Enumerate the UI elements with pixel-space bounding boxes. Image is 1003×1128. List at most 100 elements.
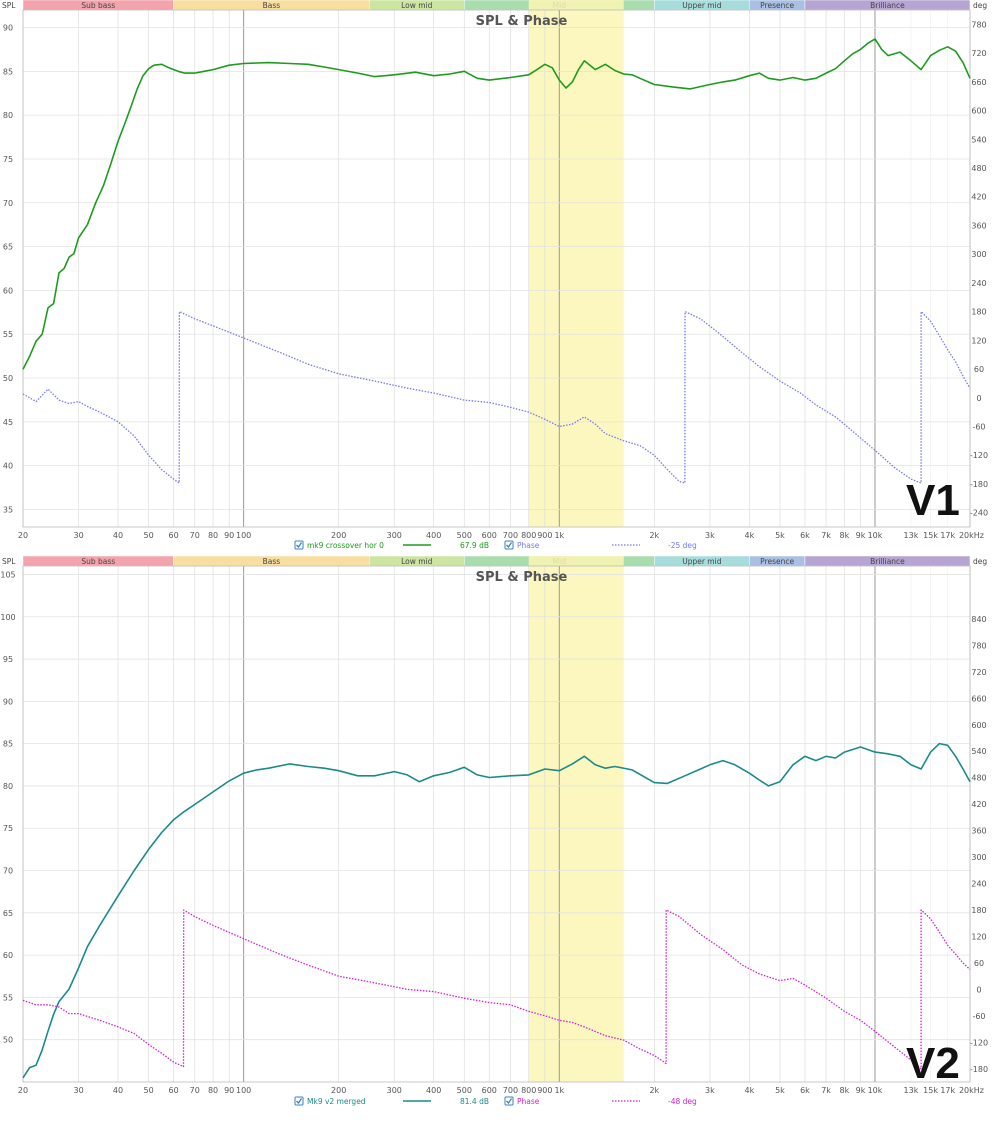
x-tick-label: 100: [236, 531, 251, 540]
y2-tick-label: 240: [971, 279, 986, 288]
y2-axis-label: deg: [973, 557, 987, 566]
y-tick-label: 70: [3, 199, 13, 208]
x-tick-label: 17k: [940, 531, 955, 540]
highlight-range: [528, 556, 624, 1082]
band-label: Presence: [760, 557, 794, 566]
legend-value: -25 deg: [668, 541, 697, 550]
x-tick-label: 300: [387, 1086, 402, 1095]
y2-tick-label: 720: [971, 668, 986, 677]
y2-tick-label: -180: [970, 1065, 988, 1074]
x-tick-label: 5k: [775, 531, 785, 540]
x-tick-label: 600: [482, 531, 497, 540]
y2-tick-label: 180: [971, 308, 986, 317]
checkbox-box: [294, 540, 304, 550]
x-tick-label: 1k: [554, 1086, 564, 1095]
y2-tick-label: 600: [971, 721, 986, 730]
y2-tick-label: 780: [971, 641, 986, 650]
x-tick-label: 800: [521, 1086, 536, 1095]
x-tick-label: 500: [457, 1086, 472, 1095]
legend-name: Phase: [517, 1097, 540, 1106]
y2-axis-label: deg: [973, 1, 987, 10]
band-label: Presence: [760, 1, 794, 10]
y2-tick-label: 240: [971, 880, 986, 889]
x-tick-label: 20: [18, 531, 28, 540]
x-tick-label: 20kHz: [959, 1086, 984, 1095]
x-tick-label: 300: [387, 531, 402, 540]
x-tick-label: 9k: [856, 1086, 866, 1095]
x-tick-label: 4k: [744, 531, 754, 540]
y-tick-label: 95: [3, 655, 13, 664]
y2-tick-label: 480: [971, 164, 986, 173]
legend-checkbox[interactable]: [504, 540, 514, 550]
band-label: Sub bass: [81, 557, 115, 566]
version-label: V2: [906, 1039, 960, 1088]
y2-tick-label: -180: [970, 480, 988, 489]
y2-tick-label: 720: [971, 49, 986, 58]
y2-tick-label: 300: [971, 250, 986, 259]
y-tick-label: 45: [3, 418, 13, 427]
x-tick-label: 80: [208, 1086, 218, 1095]
y2-tick-label: 480: [971, 774, 986, 783]
legend-checkbox[interactable]: [504, 1096, 514, 1106]
checkmark-icon: [506, 1098, 513, 1105]
x-tick-label: 70: [190, 1086, 200, 1095]
y-tick-label: 60: [3, 286, 13, 295]
band-label: Bass: [263, 557, 281, 566]
x-tick-label: 900: [537, 1086, 552, 1095]
y-axis-label: SPL: [2, 557, 16, 566]
y2-tick-label: 60: [974, 959, 984, 968]
y-tick-label: 35: [3, 505, 13, 514]
checkbox-box: [294, 1096, 304, 1106]
band-label: Low mid: [401, 1, 433, 10]
y-tick-label: 90: [3, 24, 13, 33]
y2-tick-label: 180: [971, 906, 986, 915]
y2-tick-label: 660: [971, 694, 986, 703]
checkbox-box: [504, 1096, 514, 1106]
x-tick-label: 90: [224, 1086, 234, 1095]
x-tick-label: 500: [457, 531, 472, 540]
chart-title: SPL & Phase: [476, 14, 568, 29]
y-tick-label: 40: [3, 462, 13, 471]
x-tick-label: 3k: [705, 1086, 715, 1095]
x-tick-label: 70: [190, 531, 200, 540]
x-tick-label: 40: [113, 1086, 123, 1095]
x-tick-label: 3k: [705, 531, 715, 540]
band-label: Brilliance: [870, 557, 905, 566]
x-tick-label: 20: [18, 1086, 28, 1095]
y-tick-label: 100: [0, 613, 15, 622]
y-tick-label: 80: [3, 111, 13, 120]
x-tick-label: 700: [503, 1086, 518, 1095]
y-tick-label: 75: [3, 155, 13, 164]
y-tick-label: 75: [3, 824, 13, 833]
y2-tick-label: 120: [971, 932, 986, 941]
y-tick-label: 90: [3, 697, 13, 706]
y2-tick-label: 600: [971, 107, 986, 116]
x-tick-label: 400: [426, 1086, 441, 1095]
legend-name: Phase: [517, 541, 540, 550]
legend-checkbox[interactable]: [294, 540, 304, 550]
y-tick-label: 55: [3, 993, 13, 1002]
band-label: Upper mid: [682, 557, 721, 566]
legend-name: mk9 crossover hor 0: [307, 541, 384, 550]
spl-series-line: [22, 38, 971, 370]
band-label: Brilliance: [870, 1, 905, 10]
y-tick-label: 55: [3, 330, 13, 339]
legend-name: Mk9 v2 merged: [307, 1097, 366, 1106]
band-label: Upper mid: [682, 1, 721, 10]
x-tick-label: 5k: [775, 1086, 785, 1095]
y2-tick-label: 420: [971, 800, 986, 809]
y2-tick-label: 60: [974, 365, 984, 374]
x-tick-label: 700: [503, 531, 518, 540]
legend: Mk9 v2 merged 81.4 dB Phase -48 deg: [294, 1096, 697, 1106]
x-tick-label: 20kHz: [959, 531, 984, 540]
x-tick-label: 15k: [923, 531, 938, 540]
x-tick-label: 6k: [800, 531, 810, 540]
legend-checkbox[interactable]: [294, 1096, 304, 1106]
phase-series-line: [22, 310, 971, 484]
x-tick-label: 10k: [868, 1086, 883, 1095]
x-tick-label: 900: [537, 531, 552, 540]
x-tick-label: 200: [331, 1086, 346, 1095]
